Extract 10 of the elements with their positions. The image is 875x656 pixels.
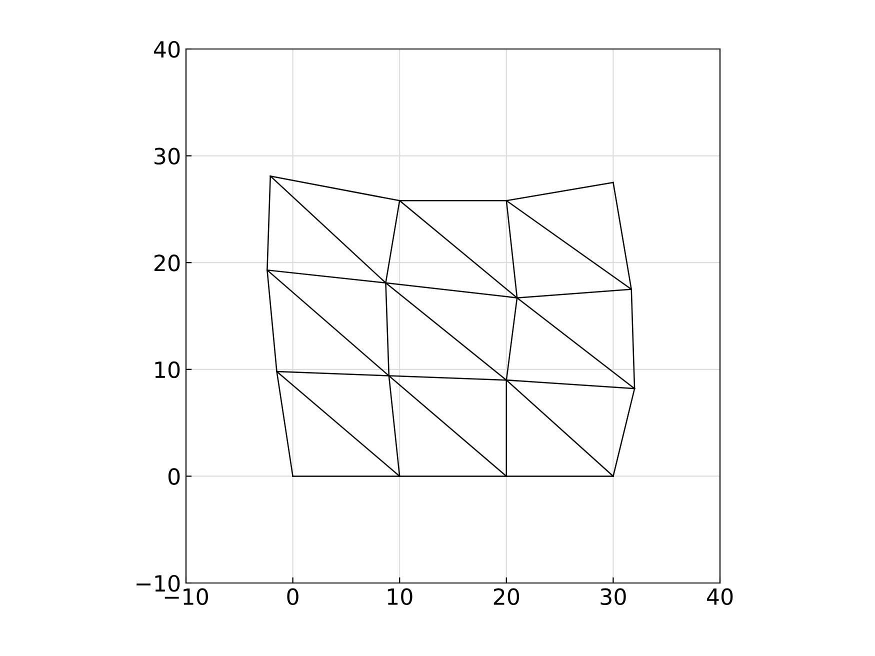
y-tick-label: 40 — [154, 40, 180, 58]
x-tick-label: 40 — [706, 588, 733, 606]
y-tick-label: 30 — [154, 148, 180, 165]
y-tick-label: 20 — [154, 254, 180, 272]
y-tick-label: 0 — [168, 468, 180, 485]
x-tick-label: 20 — [494, 588, 520, 606]
y-tick-label: 10 — [155, 361, 180, 378]
x-tick-label: 0 — [287, 588, 298, 606]
x-tick-label: 10 — [388, 588, 412, 606]
x-tick-label: 30 — [600, 588, 626, 606]
